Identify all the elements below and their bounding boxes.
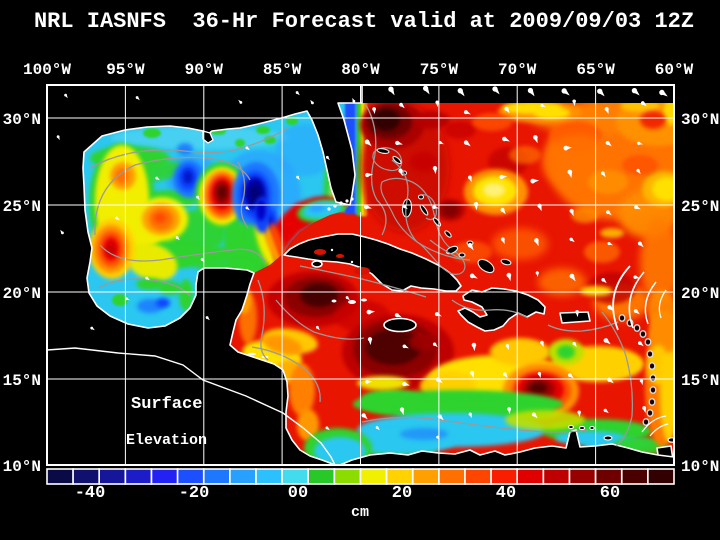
svg-text:40: 40 — [496, 484, 516, 503]
svg-text:25°N: 25°N — [681, 198, 719, 216]
svg-text:cm: cm — [351, 504, 369, 521]
svg-text:70°W: 70°W — [498, 61, 537, 79]
svg-text:NRL IASNFS 36-Hr Forecast val: NRL IASNFS 36-Hr Forecast valid at 2009/… — [34, 9, 694, 34]
svg-text:100°W: 100°W — [23, 61, 71, 79]
svg-text:Surface: Surface — [131, 395, 202, 414]
svg-text:20°N: 20°N — [681, 285, 719, 303]
svg-text:60°W: 60°W — [655, 61, 694, 79]
svg-text:00: 00 — [288, 484, 308, 503]
svg-text:10°N: 10°N — [681, 458, 719, 476]
svg-text:30°N: 30°N — [3, 111, 41, 129]
svg-text:25°N: 25°N — [3, 198, 41, 216]
svg-text:15°N: 15°N — [681, 372, 719, 390]
svg-text:95°W: 95°W — [106, 61, 145, 79]
svg-text:Elevation: Elevation — [126, 432, 207, 449]
svg-text:20°N: 20°N — [3, 285, 41, 303]
svg-text:20: 20 — [392, 484, 412, 503]
svg-text:10°N: 10°N — [3, 458, 41, 476]
svg-text:-20: -20 — [179, 484, 210, 503]
svg-text:75°W: 75°W — [420, 61, 459, 79]
svg-text:-40: -40 — [75, 484, 106, 503]
svg-text:60: 60 — [600, 484, 620, 503]
svg-text:90°W: 90°W — [185, 61, 224, 79]
svg-text:65°W: 65°W — [576, 61, 615, 79]
svg-text:80°W: 80°W — [341, 61, 380, 79]
svg-text:30°N: 30°N — [681, 111, 719, 129]
svg-text:15°N: 15°N — [3, 372, 41, 390]
svg-text:85°W: 85°W — [263, 61, 302, 79]
